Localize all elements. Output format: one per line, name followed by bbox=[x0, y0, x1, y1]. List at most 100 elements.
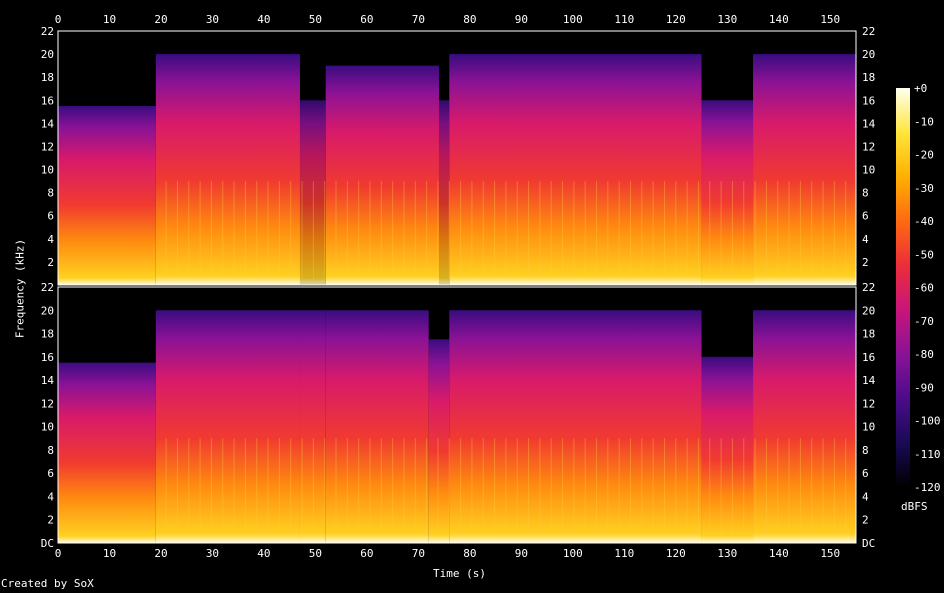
x-tick-bottom: 0 bbox=[55, 547, 62, 560]
x-tick-bottom: 30 bbox=[206, 547, 219, 560]
x-tick-bottom: 110 bbox=[614, 547, 634, 560]
x-tick-top: 80 bbox=[463, 13, 476, 26]
y-tick-right: 20 bbox=[862, 48, 875, 61]
channel-1-panel bbox=[58, 31, 856, 286]
y-tick-left: 20 bbox=[41, 48, 54, 61]
y-tick-left: 2 bbox=[47, 514, 54, 527]
y-tick-right: 2 bbox=[862, 514, 869, 527]
y-tick-right: 12 bbox=[862, 140, 875, 153]
x-tick-top: 0 bbox=[55, 13, 62, 26]
x-tick-top: 100 bbox=[563, 13, 583, 26]
x-tick-bottom: 70 bbox=[412, 547, 425, 560]
spectrum-segment bbox=[58, 362, 156, 543]
colorbar-tick: -90 bbox=[914, 381, 934, 394]
x-tick-bottom: 40 bbox=[257, 547, 270, 560]
spectrum-segment bbox=[449, 54, 702, 285]
y-tick-right: DC bbox=[862, 537, 875, 550]
spectrum-segment bbox=[438, 100, 450, 285]
colorbar-tick: -70 bbox=[914, 315, 934, 328]
x-tick-top: 150 bbox=[820, 13, 840, 26]
colorbar-tick: -10 bbox=[914, 115, 934, 128]
spectrum-segment bbox=[701, 100, 754, 285]
colorbar-gradient bbox=[896, 88, 910, 487]
y-tick-right: 8 bbox=[862, 444, 869, 457]
y-tick-left: 6 bbox=[47, 467, 54, 480]
y-tick-right: 10 bbox=[862, 164, 875, 177]
colorbar-tick: -120 bbox=[914, 481, 941, 494]
y-tick-left: 6 bbox=[47, 210, 54, 223]
spectrum-segment bbox=[58, 106, 156, 285]
y-tick-left: 4 bbox=[47, 233, 54, 246]
channel-2-panel bbox=[58, 287, 856, 543]
y-tick-left: 16 bbox=[41, 351, 54, 364]
y-tick-left: DC bbox=[41, 537, 54, 550]
y-tick-left: 14 bbox=[41, 117, 55, 130]
x-tick-top: 90 bbox=[515, 13, 528, 26]
y-tick-right: 4 bbox=[862, 233, 869, 246]
colorbar-tick: +0 bbox=[914, 82, 927, 95]
y-tick-right: 8 bbox=[862, 187, 869, 200]
y-tick-left: 4 bbox=[47, 490, 54, 503]
y-tick-right: 14 bbox=[862, 374, 876, 387]
y-tick-right: 16 bbox=[862, 94, 875, 107]
colorbar-unit-label: dBFS bbox=[901, 500, 928, 513]
colorbar-tick: -40 bbox=[914, 215, 934, 228]
spectrum-segment bbox=[299, 310, 326, 543]
y-tick-right: 22 bbox=[862, 281, 875, 294]
y-tick-left: 12 bbox=[41, 140, 54, 153]
x-tick-bottom: 60 bbox=[360, 547, 373, 560]
y-tick-right: 18 bbox=[862, 71, 875, 84]
colorbar-tick: -60 bbox=[914, 282, 934, 295]
y-tick-right: 2 bbox=[862, 256, 869, 269]
y-tick-right: 18 bbox=[862, 328, 875, 341]
spectrum-segment bbox=[449, 310, 702, 543]
x-tick-bottom: 150 bbox=[820, 547, 840, 560]
spectrum-segment bbox=[325, 65, 439, 286]
colorbar-tick: -20 bbox=[914, 149, 934, 162]
x-tick-top: 120 bbox=[666, 13, 686, 26]
x-tick-top: 10 bbox=[103, 13, 116, 26]
y-tick-left: 22 bbox=[41, 281, 54, 294]
y-tick-right: 6 bbox=[862, 467, 869, 480]
x-tick-bottom: 120 bbox=[666, 547, 686, 560]
y-tick-left: 12 bbox=[41, 397, 54, 410]
y-tick-right: 22 bbox=[862, 25, 875, 38]
y-tick-left: 14 bbox=[41, 374, 55, 387]
colorbar-tick: -80 bbox=[914, 348, 934, 361]
colorbar-tick: -30 bbox=[914, 182, 934, 195]
y-tick-left: 2 bbox=[47, 256, 54, 269]
y-tick-right: 20 bbox=[862, 304, 875, 317]
plot-frame bbox=[57, 30, 857, 286]
colorbar-tick: -50 bbox=[914, 248, 934, 261]
y-tick-right: 4 bbox=[862, 490, 869, 503]
x-tick-top: 70 bbox=[412, 13, 425, 26]
x-tick-bottom: 50 bbox=[309, 547, 322, 560]
spectrum-segment bbox=[428, 339, 450, 543]
x-tick-bottom: 130 bbox=[717, 547, 737, 560]
x-tick-bottom: 100 bbox=[563, 547, 583, 560]
x-tick-bottom: 20 bbox=[154, 547, 167, 560]
y-tick-right: 10 bbox=[862, 421, 875, 434]
x-tick-top: 110 bbox=[614, 13, 634, 26]
y-tick-left: 10 bbox=[41, 421, 54, 434]
x-tick-bottom: 90 bbox=[515, 547, 528, 560]
x-tick-top: 60 bbox=[360, 13, 373, 26]
y-tick-right: 6 bbox=[862, 210, 869, 223]
spectrum-segment bbox=[299, 100, 326, 285]
y-tick-left: 8 bbox=[47, 187, 54, 200]
plot-frame bbox=[57, 286, 857, 544]
y-tick-left: 16 bbox=[41, 94, 54, 107]
y-tick-left: 10 bbox=[41, 164, 54, 177]
x-tick-bottom: 10 bbox=[103, 547, 116, 560]
y-tick-left: 18 bbox=[41, 328, 54, 341]
credit-text: Created by SoX bbox=[1, 577, 94, 590]
spectrum-segment bbox=[701, 356, 754, 543]
spectrum-segment bbox=[155, 310, 300, 543]
x-axis-label: Time (s) bbox=[433, 567, 486, 580]
y-tick-left: 8 bbox=[47, 444, 54, 457]
x-tick-top: 20 bbox=[154, 13, 167, 26]
x-tick-bottom: 140 bbox=[769, 547, 789, 560]
y-tick-right: 14 bbox=[862, 117, 876, 130]
y-tick-right: 16 bbox=[862, 351, 875, 364]
